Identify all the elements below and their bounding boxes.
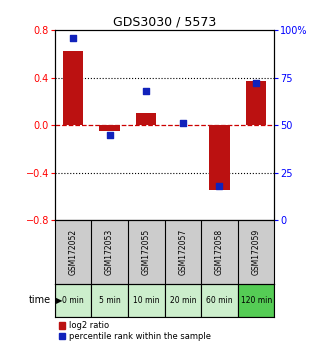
Text: GSM172055: GSM172055 bbox=[142, 229, 151, 275]
Bar bbox=[209, 125, 230, 190]
Point bbox=[143, 88, 149, 94]
Text: time: time bbox=[29, 295, 51, 306]
Bar bbox=[164, 284, 201, 317]
Bar bbox=[136, 113, 156, 125]
Title: GDS3030 / 5573: GDS3030 / 5573 bbox=[113, 16, 216, 29]
Text: 0 min: 0 min bbox=[62, 296, 84, 305]
Text: GSM172057: GSM172057 bbox=[178, 229, 187, 275]
Bar bbox=[91, 284, 128, 317]
Text: 10 min: 10 min bbox=[133, 296, 160, 305]
Bar bbox=[238, 284, 274, 317]
Text: 120 min: 120 min bbox=[240, 296, 272, 305]
Legend: log2 ratio, percentile rank within the sample: log2 ratio, percentile rank within the s… bbox=[59, 321, 211, 341]
Text: ▶: ▶ bbox=[56, 296, 63, 305]
Bar bbox=[100, 125, 120, 131]
Text: 20 min: 20 min bbox=[169, 296, 196, 305]
Bar bbox=[246, 81, 266, 125]
Text: 60 min: 60 min bbox=[206, 296, 233, 305]
Bar bbox=[63, 51, 83, 125]
Point bbox=[107, 132, 112, 137]
Text: GSM172058: GSM172058 bbox=[215, 229, 224, 275]
Point bbox=[180, 120, 186, 126]
Point bbox=[70, 35, 75, 40]
Point bbox=[254, 80, 259, 86]
Text: GSM172052: GSM172052 bbox=[68, 229, 77, 275]
Bar bbox=[55, 284, 91, 317]
Text: GSM172059: GSM172059 bbox=[252, 229, 261, 275]
Bar bbox=[128, 284, 164, 317]
Text: 5 min: 5 min bbox=[99, 296, 120, 305]
Point bbox=[217, 183, 222, 189]
Text: GSM172053: GSM172053 bbox=[105, 229, 114, 275]
Bar bbox=[201, 284, 238, 317]
